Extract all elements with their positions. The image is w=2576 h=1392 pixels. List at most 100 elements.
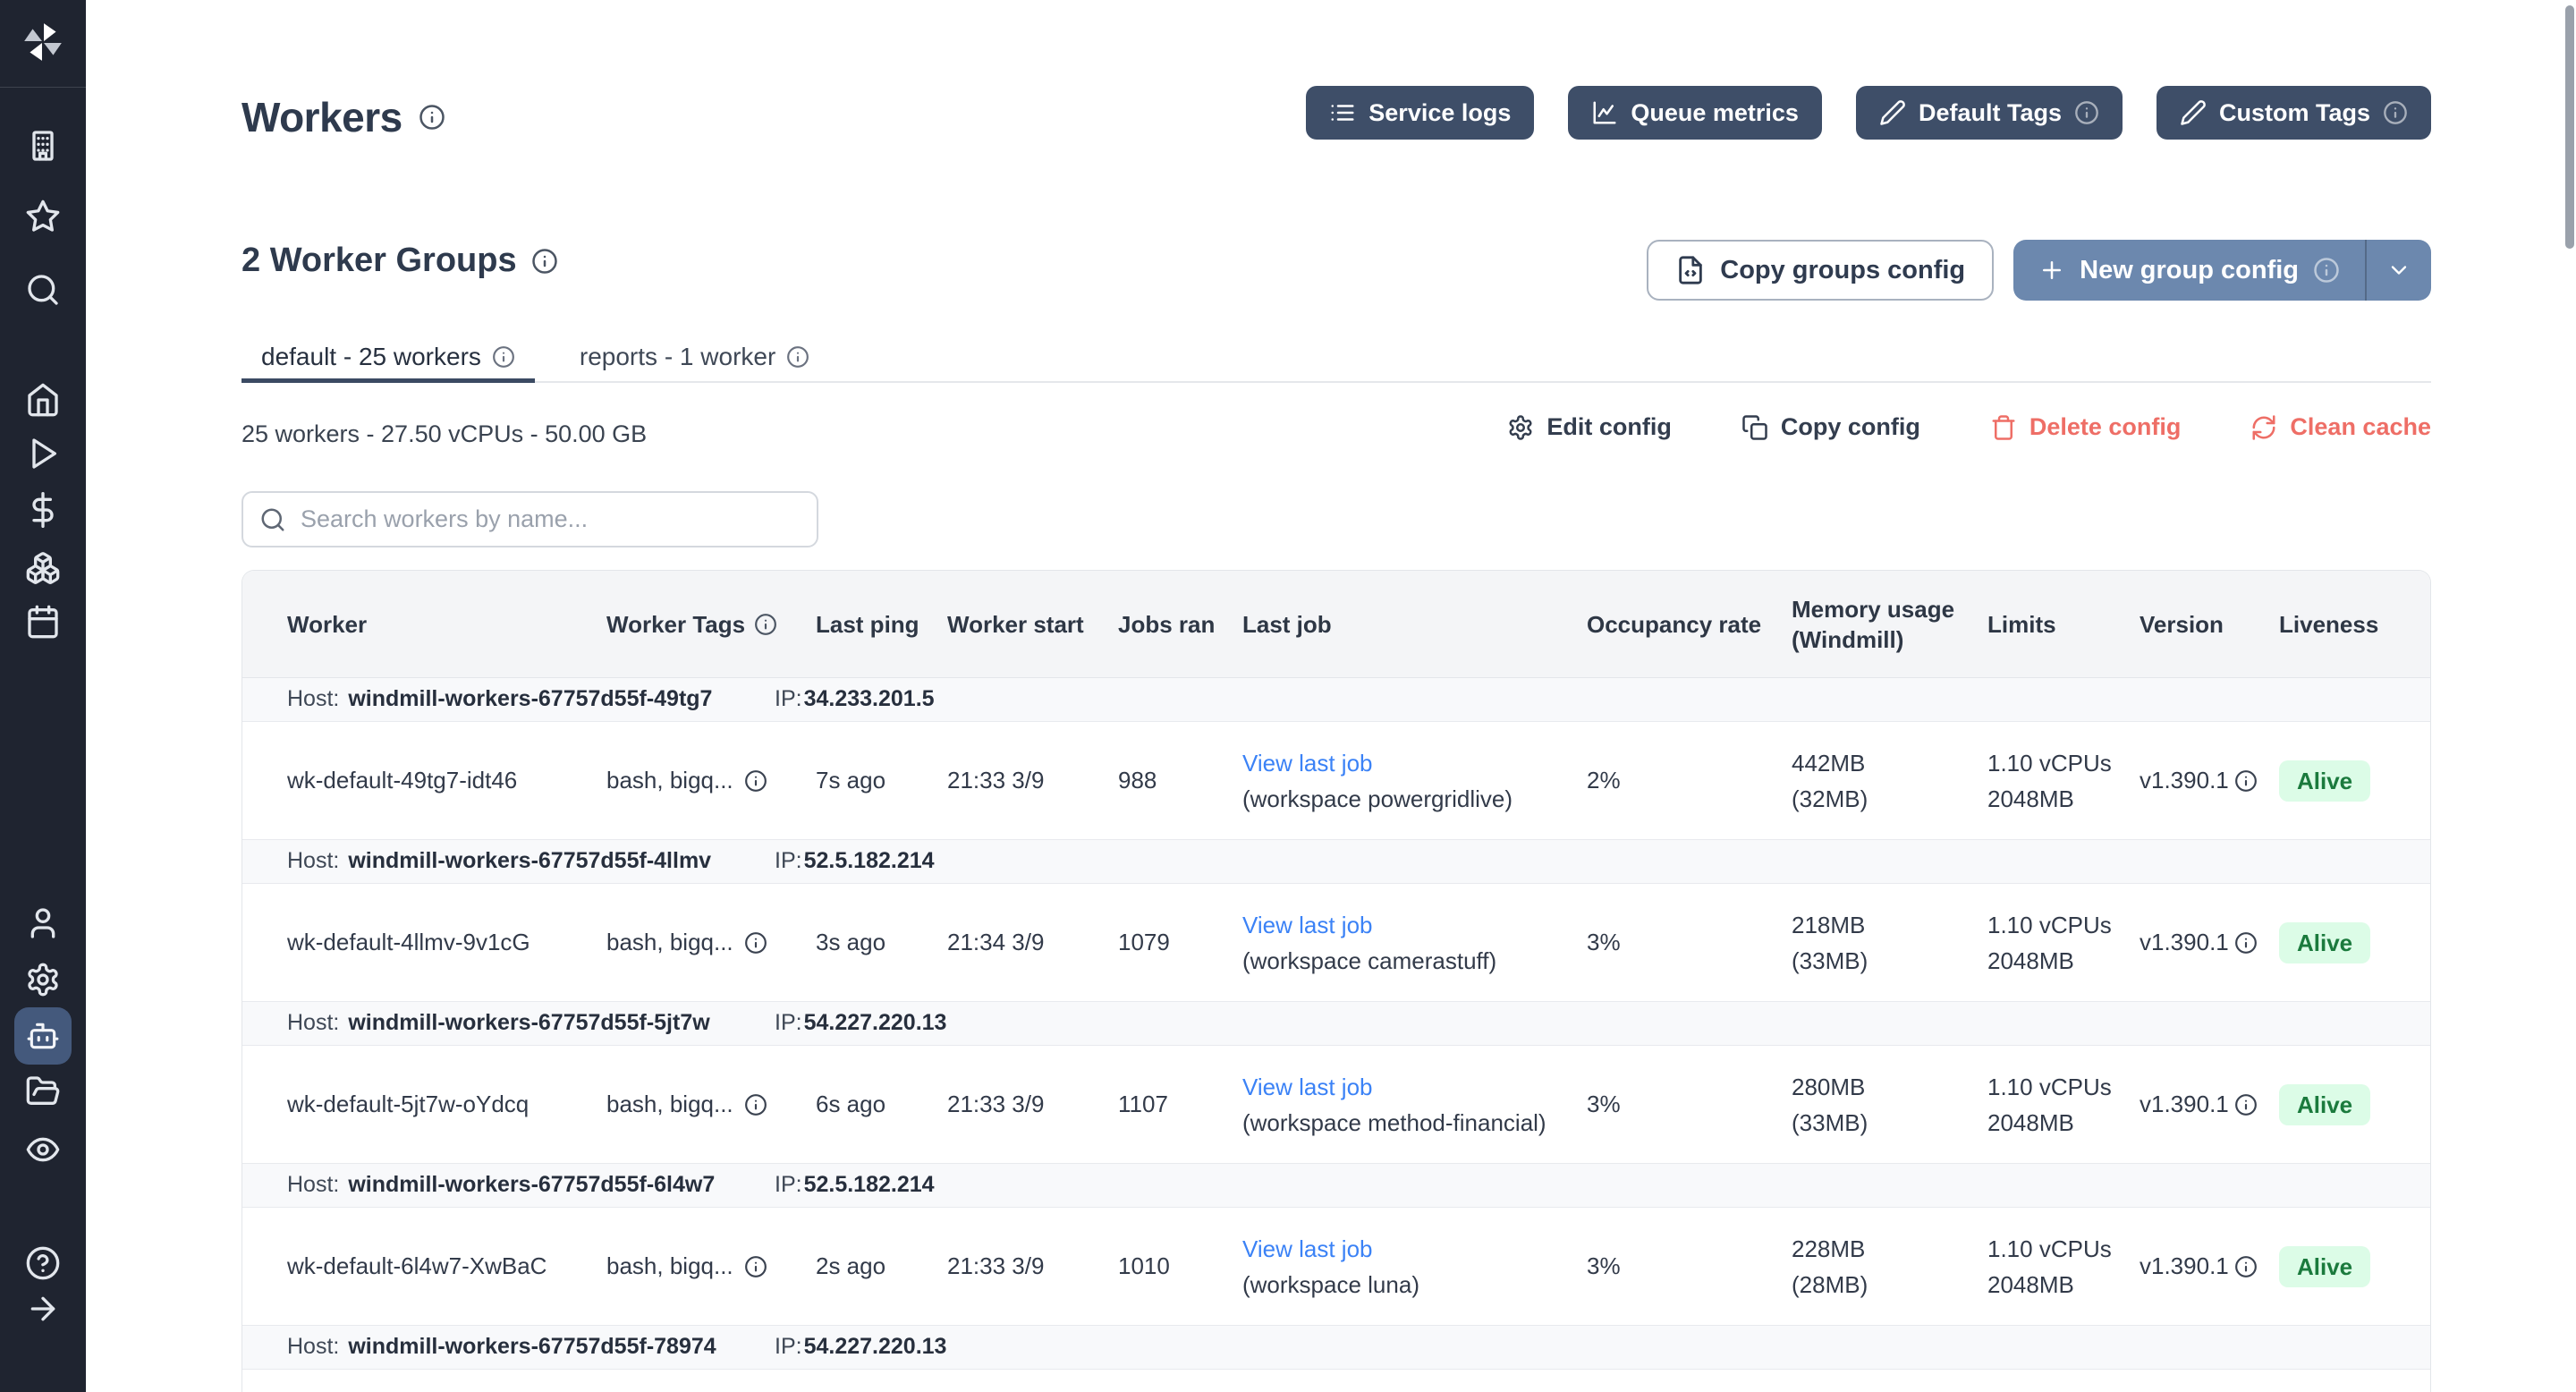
worker-row: wk-default-5jt7w-oYdcq bash, bigq... 6s … bbox=[242, 1046, 2430, 1164]
search-workers-input[interactable] bbox=[242, 491, 818, 547]
sidebar-item-workers[interactable] bbox=[14, 1007, 72, 1065]
worker-last-job: View last job (workspace method-financia… bbox=[1242, 1069, 1587, 1141]
host-ip: IP:54.227.220.13 bbox=[775, 1326, 946, 1368]
delete-config-button[interactable]: Delete config bbox=[1990, 413, 2181, 441]
new-group-config-dropdown-button[interactable] bbox=[2367, 240, 2431, 301]
info-icon[interactable] bbox=[2234, 1093, 2258, 1116]
building-icon bbox=[25, 128, 61, 164]
worker-limits: 1.10 vCPUs 2048MB bbox=[1987, 745, 2140, 817]
workers-table: Worker Worker Tags Last ping Worker star… bbox=[242, 570, 2431, 1392]
sidebar-item-schedules[interactable] bbox=[25, 604, 61, 640]
host-name: windmill-workers-67757d55f-49tg7 bbox=[348, 686, 713, 711]
info-icon[interactable] bbox=[2234, 931, 2258, 955]
robot-icon bbox=[26, 1019, 60, 1053]
col-liveness: Liveness bbox=[2279, 610, 2379, 638]
ip-label: IP: bbox=[775, 848, 802, 873]
limit-memory: 2048MB bbox=[1987, 785, 2074, 812]
worker-last-ping: 6s ago bbox=[816, 1091, 886, 1117]
tab-reports[interactable]: reports - 1 worker bbox=[560, 333, 829, 381]
info-icon[interactable] bbox=[2234, 769, 2258, 793]
copy-icon bbox=[1741, 414, 1768, 441]
info-icon[interactable] bbox=[744, 769, 767, 793]
view-last-job-link[interactable]: View last job bbox=[1242, 1235, 1373, 1262]
sidebar-divider bbox=[0, 87, 86, 88]
worker-limits: 1.10 vCPUs 2048MB bbox=[1987, 907, 2140, 979]
home-icon bbox=[25, 382, 61, 418]
config-actions: Edit config Copy config Delete config Cl… bbox=[1507, 413, 2431, 441]
last-job-workspace: (workspace luna) bbox=[1242, 1270, 1419, 1298]
sidebar-item-folders[interactable] bbox=[25, 1074, 61, 1109]
memory-total: 218MB bbox=[1792, 911, 1866, 938]
sidebar-item-home[interactable] bbox=[25, 382, 61, 418]
custom-tags-button[interactable]: Custom Tags bbox=[2156, 86, 2431, 140]
sidebar-item-variables[interactable] bbox=[25, 492, 61, 528]
worker-start: 21:33 3/9 bbox=[947, 767, 1045, 794]
worker-row: wk-default-4llmv-9v1cG bash, bigq... 3s … bbox=[242, 884, 2430, 1002]
memory-total: 442MB bbox=[1792, 749, 1866, 777]
sidebar-item-search[interactable] bbox=[25, 272, 61, 308]
edit-config-button[interactable]: Edit config bbox=[1507, 413, 1672, 441]
default-tags-button[interactable]: Default Tags bbox=[1855, 86, 2123, 140]
limit-cpu: 1.10 vCPUs bbox=[1987, 1235, 2112, 1262]
groups-heading-row: 2 Worker Groups bbox=[242, 242, 558, 280]
calendar-icon bbox=[25, 604, 61, 640]
sidebar-item-resources[interactable] bbox=[25, 550, 61, 586]
gear-icon bbox=[25, 962, 61, 997]
version-text: v1.390.1 bbox=[2140, 1091, 2229, 1117]
service-logs-button[interactable]: Service logs bbox=[1306, 86, 1535, 140]
worker-limits: 1.10 vCPUs 2048MB bbox=[1987, 1231, 2140, 1303]
new-group-config-label: New group config bbox=[2080, 255, 2299, 284]
limit-cpu: 1.10 vCPUs bbox=[1987, 1073, 2112, 1100]
ip-value: 54.227.220.13 bbox=[803, 1010, 947, 1035]
host-label: Host: bbox=[287, 1334, 340, 1359]
worker-row: wk-default-6l4w7-XwBaC bash, bigq... 2s … bbox=[242, 1208, 2430, 1326]
default-tags-label: Default Tags bbox=[1918, 98, 2062, 126]
sidebar-item-audit-logs[interactable] bbox=[25, 1132, 61, 1167]
new-group-config-split-button: New group config bbox=[2013, 240, 2431, 301]
view-last-job-link[interactable]: View last job bbox=[1242, 749, 1373, 777]
queue-metrics-button[interactable]: Queue metrics bbox=[1568, 86, 1822, 140]
view-last-job-link[interactable]: View last job bbox=[1242, 1073, 1373, 1100]
clean-cache-button[interactable]: Clean cache bbox=[2250, 413, 2431, 441]
sidebar-expand-button[interactable] bbox=[25, 1291, 61, 1327]
copy-groups-config-button[interactable]: Copy groups config bbox=[1647, 240, 1995, 301]
info-icon[interactable] bbox=[2234, 1255, 2258, 1278]
ip-value: 52.5.182.214 bbox=[803, 1172, 935, 1197]
info-icon[interactable] bbox=[419, 104, 445, 131]
table-header-row: Worker Worker Tags Last ping Worker star… bbox=[242, 571, 2430, 678]
copy-config-label: Copy config bbox=[1780, 413, 1920, 440]
button-divider bbox=[2365, 240, 2367, 301]
sidebar-item-favorites[interactable] bbox=[25, 199, 61, 234]
info-icon[interactable] bbox=[744, 1093, 767, 1116]
new-group-config-button[interactable]: New group config bbox=[2013, 240, 2365, 301]
col-limits: Limits bbox=[1987, 610, 2056, 638]
sidebar-item-settings[interactable] bbox=[25, 962, 61, 997]
info-icon[interactable] bbox=[531, 248, 558, 275]
sidebar bbox=[0, 0, 86, 1392]
info-icon[interactable] bbox=[754, 613, 777, 636]
worker-tags: bash, bigq... bbox=[606, 1252, 816, 1280]
scrollbar-thumb[interactable] bbox=[2565, 5, 2574, 249]
eye-icon bbox=[25, 1132, 61, 1167]
info-icon[interactable] bbox=[744, 1255, 767, 1278]
worker-version: v1.390.1 bbox=[2140, 1252, 2279, 1280]
worker-last-ping: 3s ago bbox=[816, 929, 886, 955]
info-icon[interactable] bbox=[744, 931, 767, 955]
page-title: Workers bbox=[242, 94, 402, 140]
worker-row: wk-default-49tg7-idt46 bash, bigq... 7s … bbox=[242, 722, 2430, 840]
view-last-job-link[interactable]: View last job bbox=[1242, 911, 1373, 938]
col-jobs-ran: Jobs ran bbox=[1118, 610, 1216, 638]
chevron-down-icon bbox=[2386, 258, 2411, 283]
col-worker-start: Worker start bbox=[947, 610, 1084, 638]
worker-start: 21:33 3/9 bbox=[947, 1252, 1045, 1279]
sidebar-item-workspace[interactable] bbox=[25, 128, 61, 164]
copy-config-button[interactable]: Copy config bbox=[1741, 413, 1920, 441]
sidebar-help-button[interactable] bbox=[25, 1245, 61, 1281]
host-name: windmill-workers-67757d55f-78974 bbox=[348, 1334, 716, 1359]
sidebar-item-users[interactable] bbox=[25, 905, 61, 941]
tab-default[interactable]: default - 25 workers bbox=[242, 333, 535, 383]
header-buttons: Service logs Queue metrics Default Tags … bbox=[1306, 86, 2431, 140]
col-worker-tags-label: Worker Tags bbox=[606, 610, 746, 638]
windmill-logo[interactable] bbox=[21, 20, 65, 64]
sidebar-item-runs[interactable] bbox=[25, 436, 61, 471]
